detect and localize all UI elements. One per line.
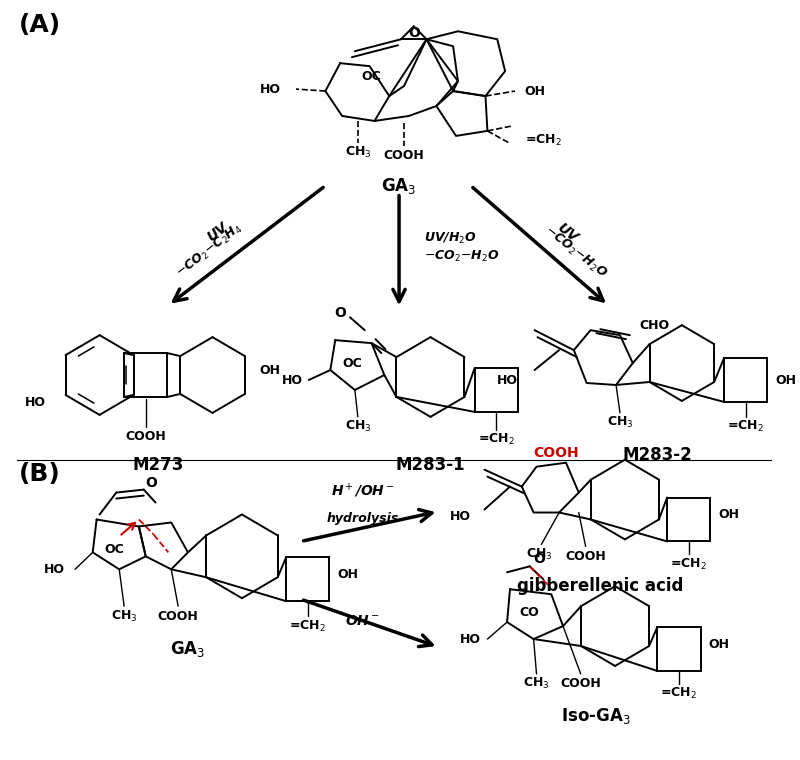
Text: =CH$_2$: =CH$_2$ [727,420,764,435]
Text: HO: HO [25,397,46,410]
Text: HO: HO [497,373,518,387]
Text: OH: OH [775,373,796,387]
Text: CH$_3$: CH$_3$ [111,609,138,624]
Text: O: O [146,476,158,489]
Text: $-$CO$_2$$-$H$_2$O: $-$CO$_2$$-$H$_2$O [424,249,499,264]
Text: OC: OC [105,543,124,556]
Text: Iso-GA$_3$: Iso-GA$_3$ [561,706,630,726]
Text: OH: OH [718,508,739,521]
Text: COOH: COOH [566,549,606,563]
Text: CH$_3$: CH$_3$ [523,676,550,692]
Text: H$^+$/OH$^-$: H$^+$/OH$^-$ [331,481,394,499]
Text: COOH: COOH [534,445,579,460]
Text: O: O [408,27,420,40]
Text: =CH$_2$: =CH$_2$ [478,432,514,448]
Text: HO: HO [44,563,66,576]
Text: HO: HO [282,373,303,387]
Text: GA$_3$: GA$_3$ [170,639,206,659]
Text: $-$CO$_2$$-$C$_2$H$_4$: $-$CO$_2$$-$C$_2$H$_4$ [174,220,246,281]
Text: GA$_3$: GA$_3$ [382,176,417,196]
Text: O: O [534,553,546,566]
Text: UV: UV [554,220,580,245]
Text: CH$_3$: CH$_3$ [526,546,553,562]
Text: =CH$_2$: =CH$_2$ [525,133,562,148]
Text: gibberellenic acid: gibberellenic acid [517,578,683,595]
Text: =CH$_2$: =CH$_2$ [661,686,698,701]
Text: (B): (B) [19,462,61,486]
Text: OC: OC [342,356,362,369]
Text: HO: HO [459,632,481,645]
Text: CH$_3$: CH$_3$ [345,420,371,435]
Text: COOH: COOH [126,430,166,443]
Text: =CH$_2$: =CH$_2$ [290,619,326,634]
Text: COOH: COOH [383,149,424,163]
Text: OH$^-$: OH$^-$ [346,614,380,628]
Text: M283-1: M283-1 [396,456,466,473]
Text: OH: OH [337,568,358,581]
Text: $-$CO$_2$$-$H$_2$O: $-$CO$_2$$-$H$_2$O [542,223,610,282]
Text: CHO: CHO [640,318,670,331]
Text: HO: HO [450,510,470,523]
Text: OH: OH [708,638,730,651]
Text: UV: UV [205,220,230,245]
Text: COOH: COOH [560,677,601,690]
Text: =CH$_2$: =CH$_2$ [670,557,707,572]
Text: CO: CO [520,606,539,619]
Text: OH: OH [260,363,281,376]
Text: OH: OH [525,84,546,97]
Text: M283-2: M283-2 [622,445,692,464]
Text: M273: M273 [133,456,184,473]
Text: UV/H$_2$O: UV/H$_2$O [424,231,477,246]
Text: COOH: COOH [158,610,198,622]
Text: CH$_3$: CH$_3$ [606,415,634,430]
Text: O: O [334,306,346,320]
Text: CH$_3$: CH$_3$ [345,145,371,160]
Text: OC: OC [362,70,382,83]
Text: HO: HO [260,83,282,96]
Text: hydrolysis: hydrolysis [326,511,399,524]
Text: (A): (A) [19,14,61,37]
